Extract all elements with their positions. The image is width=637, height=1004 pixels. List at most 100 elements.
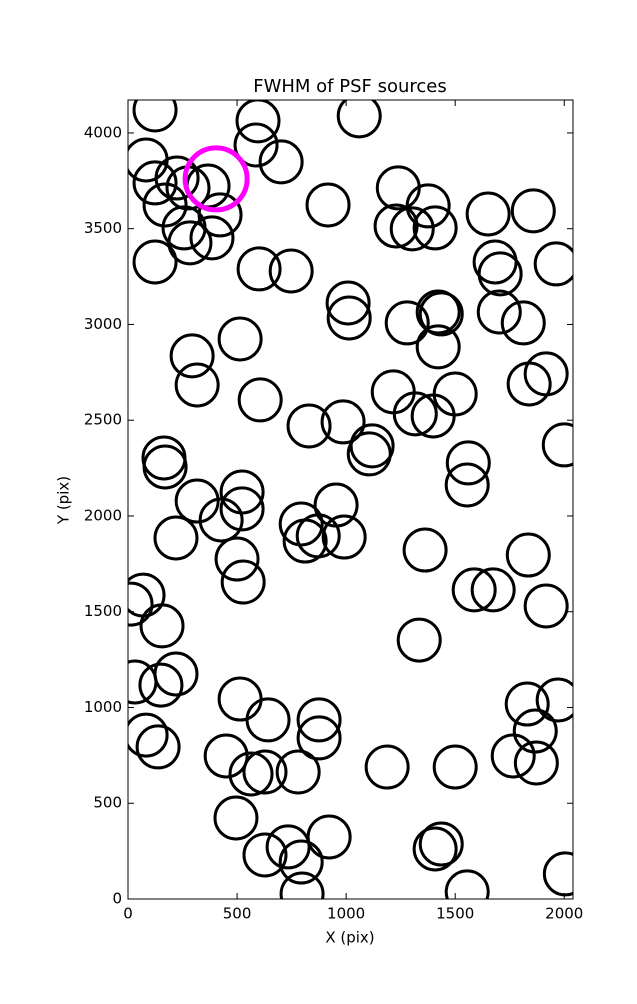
source-marker	[228, 751, 274, 797]
source-marker	[220, 559, 266, 605]
source-marker	[219, 486, 265, 532]
axes-frame	[127, 99, 574, 900]
source-marker	[217, 316, 263, 362]
source-marker	[510, 188, 556, 234]
source-marker	[326, 295, 372, 341]
source-marker	[523, 583, 569, 629]
source-marker	[477, 251, 523, 297]
chart-title: FWHM of PSF sources	[253, 76, 447, 97]
source-marker	[138, 662, 184, 708]
y-tick-label: 0	[112, 890, 122, 908]
source-marker	[235, 100, 281, 144]
y-tick-label: 2500	[84, 411, 122, 429]
source-marker	[415, 289, 461, 335]
y-axis-label: Y (pix)	[55, 476, 73, 525]
source-marker	[169, 333, 215, 379]
source-marker	[445, 440, 491, 486]
source-marker	[296, 715, 342, 761]
source-marker	[373, 203, 419, 249]
source-marker	[444, 869, 490, 899]
y-tick-label: 500	[93, 794, 122, 812]
source-marker	[541, 422, 573, 468]
x-tick-label: 1500	[436, 905, 474, 923]
source-marker	[132, 239, 178, 285]
source-marker	[325, 280, 371, 326]
source-marker	[470, 567, 516, 613]
source-marker	[490, 733, 536, 779]
x-tick-label: 0	[123, 905, 133, 923]
source-marker	[214, 536, 260, 582]
source-marker	[128, 581, 154, 627]
source-marker	[142, 444, 188, 490]
source-marker	[389, 206, 435, 252]
source-marker	[236, 246, 282, 292]
source-marker	[418, 821, 464, 867]
source-marker	[203, 733, 249, 779]
source-marker	[128, 659, 158, 705]
source-marker	[418, 291, 464, 337]
y-tick-label: 2000	[84, 506, 122, 524]
source-marker	[182, 145, 250, 213]
source-marker	[295, 513, 341, 559]
source-marker	[451, 567, 497, 613]
plot-area	[128, 100, 573, 899]
source-marker	[278, 839, 324, 885]
source-marker	[505, 532, 551, 578]
source-marker	[242, 749, 288, 795]
source-marker	[139, 603, 185, 649]
source-marker	[132, 160, 178, 206]
source-marker	[392, 391, 438, 437]
source-marker	[523, 351, 569, 397]
source-marker	[364, 744, 410, 790]
source-marker	[279, 871, 325, 899]
x-axis-label: X (pix)	[325, 929, 374, 947]
source-marker	[237, 377, 283, 423]
source-marker	[153, 515, 199, 561]
source-marker	[268, 248, 314, 294]
source-marker	[275, 749, 321, 795]
source-marker	[154, 155, 200, 201]
source-marker	[476, 289, 522, 335]
source-marker	[533, 241, 573, 287]
source-marker	[213, 795, 259, 841]
source-marker	[415, 324, 461, 370]
source-marker	[465, 191, 511, 237]
source-marker	[535, 677, 573, 723]
source-marker	[384, 300, 430, 346]
source-marker	[132, 100, 178, 133]
source-marker	[432, 744, 478, 790]
source-marker	[174, 362, 220, 408]
source-marker	[405, 183, 451, 229]
source-marker	[135, 724, 181, 770]
source-marker	[174, 478, 220, 524]
source-marker	[242, 832, 288, 878]
source-marker	[296, 697, 342, 743]
source-marker	[321, 514, 367, 560]
y-tick-label: 4000	[84, 123, 122, 141]
source-marker	[189, 215, 235, 261]
source-marker	[336, 100, 382, 139]
source-marker	[320, 399, 366, 445]
source-marker	[245, 697, 291, 743]
source-marker	[167, 220, 213, 266]
source-marker	[346, 431, 392, 477]
source-marker	[305, 182, 351, 228]
y-tick-label: 1000	[84, 698, 122, 716]
y-tick-label: 1500	[84, 602, 122, 620]
source-marker	[198, 497, 244, 543]
source-marker	[412, 205, 458, 251]
source-marker	[258, 139, 304, 185]
y-tick-label: 3000	[84, 315, 122, 333]
source-marker	[542, 851, 573, 897]
source-marker	[504, 681, 550, 727]
source-marker	[500, 300, 546, 346]
source-marker	[412, 826, 458, 872]
source-marker	[402, 527, 448, 573]
source-marker	[128, 712, 169, 758]
x-tick-label: 1000	[327, 905, 365, 923]
source-marker	[306, 814, 352, 860]
source-marker	[432, 371, 478, 417]
source-marker	[513, 740, 559, 786]
